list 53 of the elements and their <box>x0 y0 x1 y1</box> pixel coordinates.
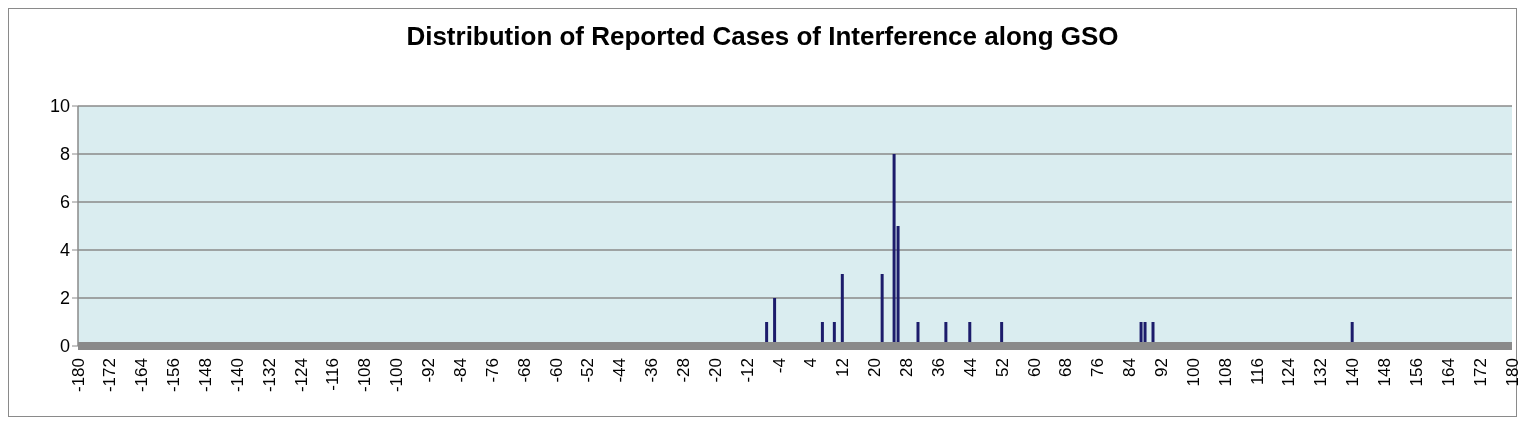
x-tick-label: -52 <box>578 358 598 383</box>
x-tick-label: 60 <box>1024 358 1044 377</box>
x-tick-label: 116 <box>1247 358 1267 386</box>
x-tick-label: 92 <box>1151 358 1171 377</box>
x-tick-label: 36 <box>928 358 948 377</box>
x-tick-label: -172 <box>100 358 120 393</box>
x-tick-label: 140 <box>1343 358 1363 387</box>
x-tick-label: 44 <box>960 358 980 377</box>
x-tick-label: -164 <box>132 358 152 393</box>
x-tick-label: -84 <box>450 358 470 383</box>
x-tick-label: 172 <box>1470 358 1490 387</box>
x-tick-label: -148 <box>195 358 215 393</box>
x-tick-label: 4 <box>801 358 821 368</box>
x-tick-label: -156 <box>164 358 184 393</box>
x-tick-label: -140 <box>227 358 247 393</box>
x-tick-label: 12 <box>833 358 853 377</box>
x-tick-label: -36 <box>642 358 662 383</box>
x-tick-label: -44 <box>610 358 630 383</box>
x-tick-label: -132 <box>259 358 279 393</box>
y-tick-label: 4 <box>59 240 70 261</box>
x-tick-label: 124 <box>1279 358 1299 387</box>
x-tick-label: -28 <box>673 358 693 383</box>
y-tick-label: 0 <box>59 336 70 357</box>
x-tick-label: 180 <box>1502 358 1522 387</box>
x-tick-label: -60 <box>546 358 566 383</box>
x-tick-label: -68 <box>514 358 534 383</box>
x-tick-label: 76 <box>1088 358 1108 377</box>
x-tick-label: 84 <box>1120 358 1140 377</box>
x-tick-label: 156 <box>1406 358 1426 387</box>
x-tick-label: 100 <box>1183 358 1203 387</box>
x-tick-label: -12 <box>737 358 757 383</box>
x-tick-label: -124 <box>291 358 311 393</box>
x-tick-label: 20 <box>865 358 885 377</box>
y-tick-label: 10 <box>49 96 70 117</box>
x-tick-label: 148 <box>1375 358 1395 387</box>
x-tick-label: 68 <box>1056 358 1076 377</box>
x-tick-label: -108 <box>355 358 375 393</box>
x-tick-label: -180 <box>68 358 88 393</box>
x-tick-label: -92 <box>419 358 439 383</box>
x-tick-label: -100 <box>387 358 407 393</box>
x-tick-label: 108 <box>1215 358 1235 387</box>
x-tick-label: 132 <box>1311 358 1331 387</box>
y-tick-label: 6 <box>59 192 70 213</box>
x-tick-label: 164 <box>1438 358 1458 387</box>
x-tick-label: 52 <box>992 358 1012 377</box>
x-tick-label: -20 <box>705 358 725 383</box>
y-tick-label: 8 <box>59 144 70 165</box>
x-tick-label: -76 <box>482 358 502 383</box>
chart-title: Distribution of Reported Cases of Interference along GSO <box>405 21 1120 52</box>
x-tick-label: -116 <box>323 358 343 391</box>
x-tick-label: 28 <box>897 358 917 377</box>
x-tick-label: -4 <box>769 358 789 374</box>
y-tick-label: 2 <box>59 288 70 309</box>
